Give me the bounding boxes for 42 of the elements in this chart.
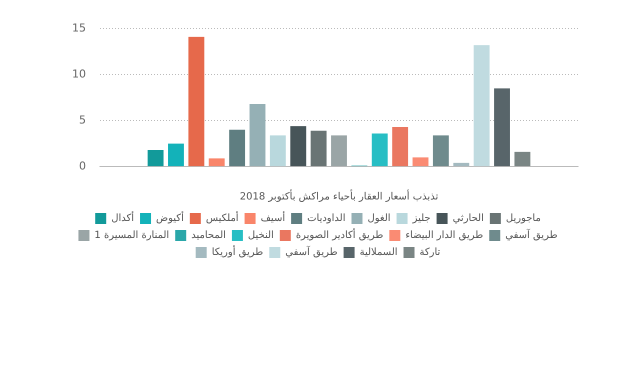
bar (514, 152, 530, 166)
legend-label: أملكيس (206, 211, 239, 224)
legend-label: المنارة المسيرة 1 (94, 230, 170, 242)
bar (310, 130, 327, 166)
y-tick-label: 10 (72, 67, 86, 80)
legend-label: طريق أكادير الصويرة (296, 228, 384, 242)
legend-label: أكدال (111, 211, 134, 224)
bar (229, 130, 246, 166)
legend-label: طريق الدار البيضاء (405, 230, 484, 242)
legend-label: الغول (367, 213, 391, 224)
bar (494, 88, 510, 166)
bar (208, 158, 225, 166)
bar (474, 45, 490, 166)
legend-label: طريق أوريكا (212, 245, 264, 258)
y-tick-label: 15 (72, 21, 86, 34)
bar (168, 144, 184, 166)
bar (148, 150, 164, 166)
x-axis-title: تذبذب أسعار العقار بأحياء مراكش بأكتوبر 2018 (240, 188, 438, 203)
legend-label: السملالية (360, 247, 398, 258)
bar (290, 126, 306, 166)
legend-label: أكيوض (156, 211, 184, 224)
legend-label: النخيل (248, 230, 274, 242)
bar (372, 133, 388, 166)
bar (392, 127, 408, 166)
legend-label: أسيف (260, 211, 286, 224)
legend-label: طريق آسفي (285, 245, 338, 258)
legend-label: ماجوريل (506, 213, 541, 224)
y-tick-label: 5 (78, 113, 86, 126)
bar (188, 36, 204, 166)
legend-label: المحاميد (191, 230, 226, 242)
bar (250, 104, 266, 166)
bar (432, 135, 449, 166)
bar (453, 162, 470, 166)
y-tick-label: 0 (78, 159, 86, 172)
bar (270, 135, 286, 166)
legend-label: الحارثي (452, 213, 484, 224)
bar (331, 135, 347, 166)
legend-label: جليز (412, 213, 431, 224)
legend-label: الداوديات (307, 213, 346, 224)
bar (412, 157, 428, 166)
legend-label: طريق آسفي (505, 228, 558, 242)
legend-label: تاركة (420, 247, 441, 258)
